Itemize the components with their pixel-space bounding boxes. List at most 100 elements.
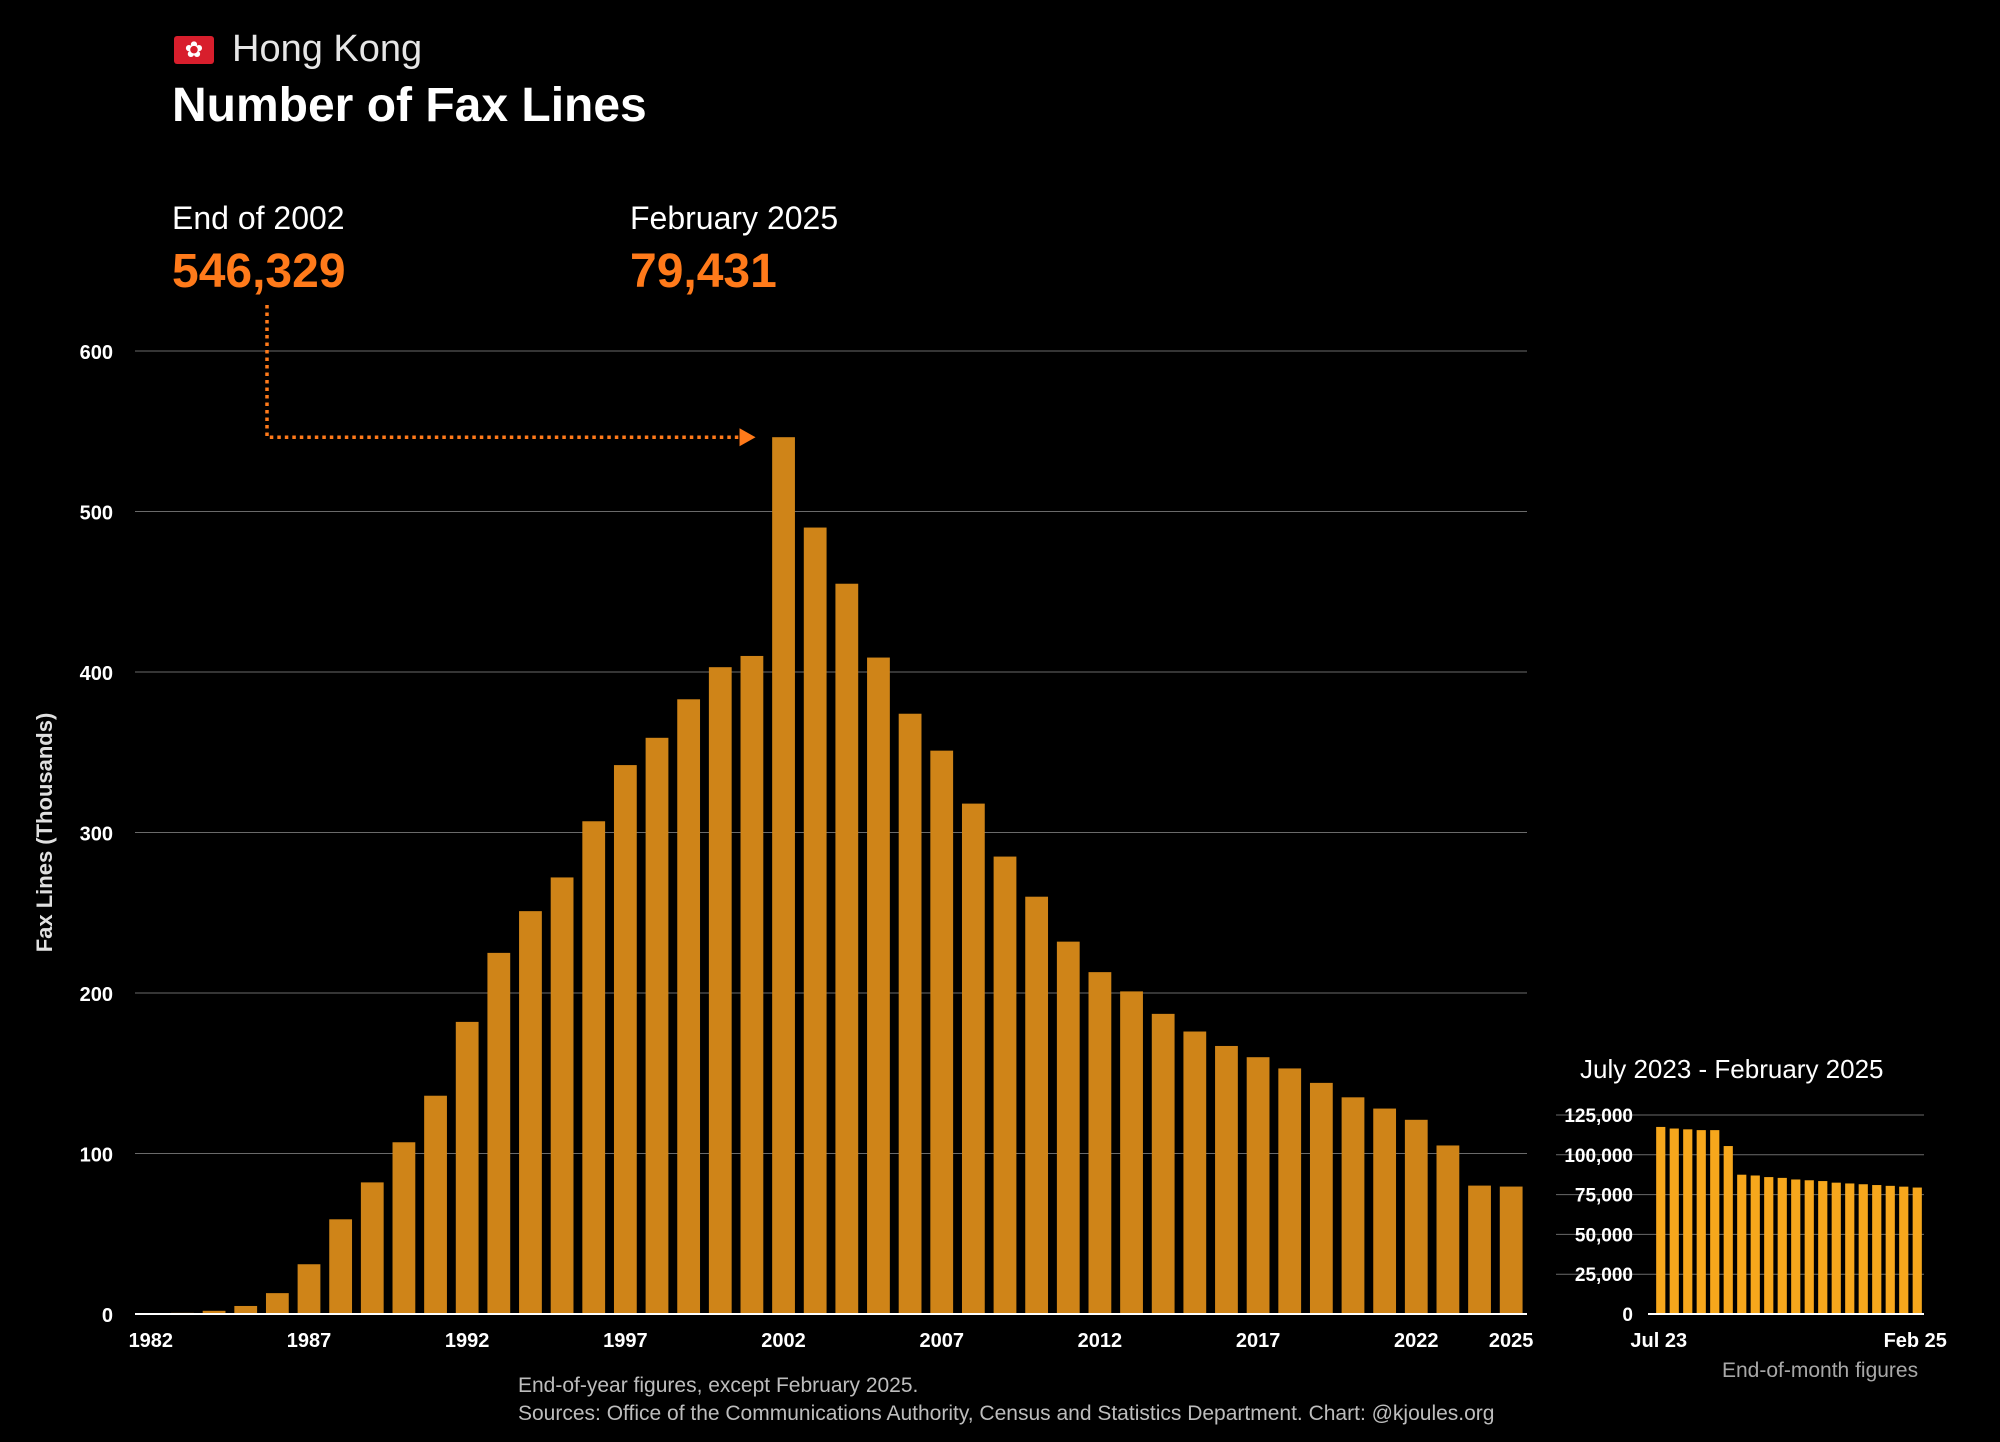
annotation-arrowhead: [739, 428, 756, 447]
inset-bar-2024-11: [1872, 1185, 1882, 1314]
chart-title: Number of Fax Lines: [172, 79, 647, 132]
footnote-line-2: Sources: Office of the Communications Au…: [518, 1402, 1495, 1425]
inset-y-tick-label: 25,000: [1575, 1265, 1633, 1286]
bar-1984: [202, 1310, 226, 1314]
bar-1993: [487, 952, 511, 1314]
x-tick-label: 2007: [919, 1330, 964, 1352]
inset-bar-2024-05: [1791, 1179, 1801, 1314]
bar-2025: [1499, 1186, 1523, 1314]
bar-2013: [1120, 991, 1143, 1314]
bar-2017: [1246, 1057, 1270, 1314]
y-tick-label: 200: [80, 984, 113, 1006]
y-tick-label: 600: [80, 342, 113, 364]
y-tick-label: 100: [80, 1145, 113, 1167]
y-axis-label: Fax Lines (Thousands): [32, 713, 57, 953]
bar-1997: [613, 765, 637, 1314]
bar-1986: [265, 1293, 289, 1314]
bar-2003: [803, 527, 827, 1314]
inset-bar-2023-07: [1656, 1126, 1666, 1314]
bar-2015: [1183, 1031, 1207, 1314]
hong-kong-flag-icon: ✿: [174, 36, 214, 64]
bar-2022: [1404, 1119, 1428, 1314]
x-tick-label: 1987: [287, 1330, 332, 1352]
bar-2023: [1436, 1145, 1460, 1314]
bar-1991: [424, 1095, 447, 1314]
inset-bar-2024-07: [1818, 1181, 1828, 1314]
bar-2010: [1025, 896, 1049, 1314]
bar-2014: [1151, 1013, 1175, 1314]
bar-2009: [993, 856, 1017, 1314]
y-tick-label: 500: [80, 503, 113, 525]
inset-bar-2025-02: [1912, 1187, 1922, 1314]
inset-bar-2023-12: [1723, 1146, 1733, 1314]
bar-2008: [961, 803, 985, 1314]
bar-2001: [740, 655, 764, 1314]
y-tick-label: 0: [102, 1305, 113, 1327]
inset-y-tick-label: 50,000: [1575, 1225, 1633, 1246]
inset-bar-2024-01: [1737, 1174, 1747, 1314]
bar-2006: [898, 713, 922, 1314]
inset-bar-2024-03: [1764, 1177, 1774, 1314]
bar-2005: [867, 657, 890, 1314]
x-tick-label: 2012: [1078, 1330, 1123, 1352]
bar-2019: [1309, 1082, 1333, 1314]
inset-bar-2024-06: [1804, 1180, 1814, 1314]
bar-1992: [455, 1021, 479, 1314]
y-tick-label: 300: [80, 824, 113, 846]
inset-bar-2023-08: [1669, 1128, 1679, 1314]
bar-2020: [1341, 1097, 1365, 1314]
inset-bar-2023-10: [1696, 1130, 1706, 1314]
inset-chart-title: July 2023 - February 2025: [1580, 1054, 1884, 1084]
bar-1995: [550, 877, 574, 1314]
inset-y-tick-label: 0: [1622, 1305, 1633, 1326]
x-tick-label: 2017: [1236, 1330, 1281, 1352]
inset-bar-2024-10: [1858, 1184, 1868, 1314]
inset-y-tick-label: 100,000: [1564, 1146, 1633, 1167]
callout-peak-label: End of 2002: [172, 200, 345, 236]
region-label: Hong Kong: [232, 28, 423, 70]
footnote-line-1: End-of-year figures, except February 202…: [518, 1374, 919, 1397]
bar-2007: [930, 750, 954, 1314]
inset-bar-2025-01: [1899, 1186, 1909, 1314]
inset-y-tick-label: 75,000: [1575, 1186, 1633, 1207]
bar-2011: [1056, 941, 1080, 1314]
bar-2021: [1373, 1108, 1397, 1314]
inset-x-tick-label: Feb 25: [1884, 1330, 1947, 1352]
inset-bar-2024-09: [1845, 1183, 1855, 1314]
bar-2018: [1278, 1068, 1302, 1314]
bar-2004: [835, 583, 859, 1314]
bar-1999: [677, 699, 701, 1314]
bar-1994: [519, 911, 542, 1314]
callout-latest-label: February 2025: [630, 200, 839, 236]
bar-1987: [297, 1264, 321, 1314]
x-tick-label: 1982: [129, 1330, 174, 1352]
inset-bar-2024-04: [1777, 1177, 1787, 1314]
bar-1998: [645, 737, 669, 1314]
x-tick-label: 1997: [603, 1330, 648, 1352]
callout-peak-value: 546,329: [172, 245, 346, 298]
inset-y-tick-label: 125,000: [1564, 1106, 1633, 1127]
x-tick-label: 2002: [761, 1330, 806, 1352]
bar-1990: [392, 1142, 416, 1314]
bar-2016: [1215, 1045, 1238, 1314]
inset-chart-note: End-of-month figures: [1722, 1359, 1919, 1382]
inset-bar-2023-11: [1710, 1130, 1720, 1314]
bar-1996: [582, 821, 606, 1314]
inset-bar-2024-08: [1831, 1182, 1841, 1314]
inset-bar-2024-02: [1750, 1175, 1760, 1314]
bar-1988: [329, 1219, 353, 1314]
bar-2002: [772, 437, 795, 1315]
annotation-arrow: [265, 305, 742, 439]
bar-2000: [708, 667, 732, 1314]
footnote: End-of-year figures, except February 202…: [518, 1372, 1494, 1428]
y-tick-label: 400: [80, 663, 113, 685]
bar-2012: [1088, 972, 1112, 1314]
bar-2024: [1468, 1185, 1491, 1314]
x-tick-label: 1992: [445, 1330, 490, 1352]
bar-1985: [234, 1305, 258, 1314]
inset-bar-2023-09: [1683, 1129, 1693, 1314]
callout-latest-value: 79,431: [630, 245, 777, 298]
inset-bar-2024-12: [1885, 1185, 1895, 1314]
x-tick-label: 2025: [1489, 1330, 1534, 1352]
